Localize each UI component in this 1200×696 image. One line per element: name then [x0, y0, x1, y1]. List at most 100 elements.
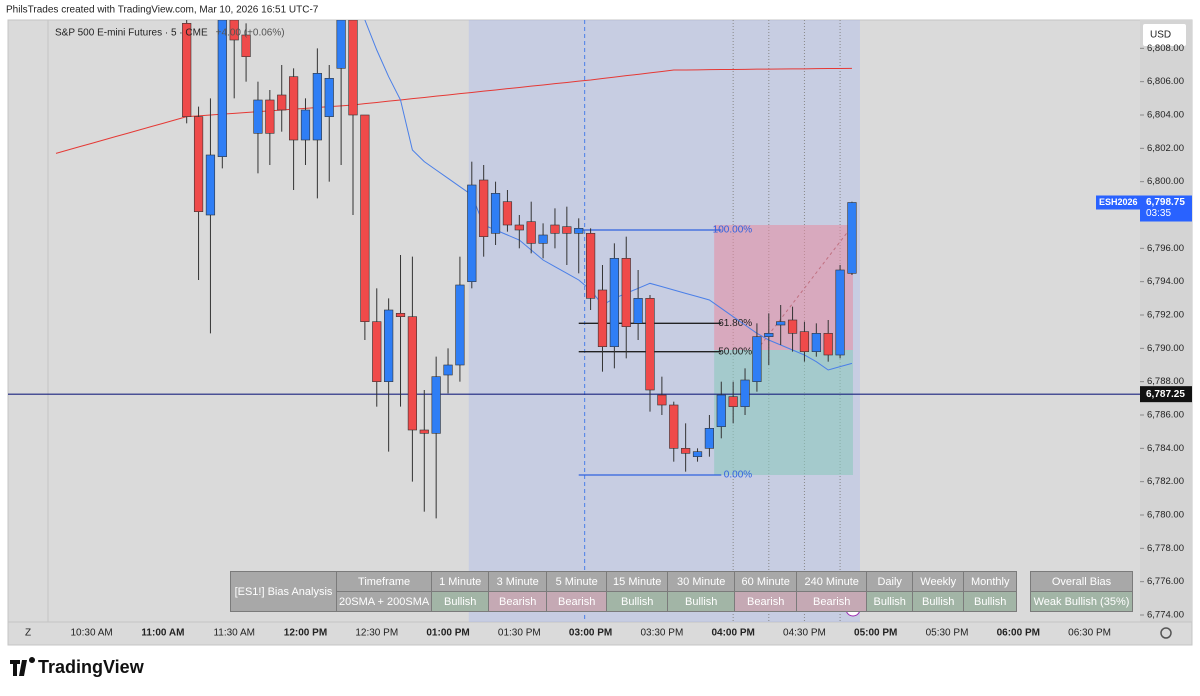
bias-header: 1 Minute: [431, 571, 490, 592]
bias-cell: Bullish: [431, 591, 490, 612]
candle-body: [514, 224, 524, 231]
candle-body: [585, 233, 596, 299]
bias-header: 60 Minute: [734, 571, 798, 592]
bias-header: 5 Minute: [546, 571, 608, 592]
candle-body: [479, 179, 489, 237]
legend-title: S&P 500 E-mini Futures · 5 · CME: [55, 28, 208, 39]
candle-body: [669, 404, 679, 449]
candle-body: [395, 313, 406, 317]
bias-title: [ES1!] Bias Analysis: [230, 571, 337, 612]
bias-row-label: 20SMA + 200SMA: [335, 591, 433, 612]
y-tick-label: 6,800.00: [1147, 176, 1184, 187]
y-tick-label: 6,792.00: [1147, 310, 1184, 321]
position-path: [756, 224, 854, 351]
overall-row: Overall Bias: [1030, 571, 1133, 592]
bias-table: [ES1!] Bias Analysis Timeframe 1 Minute 3 M…: [230, 571, 1018, 612]
x-tick-label: 06:30 PM: [1068, 628, 1111, 639]
candle-body: [704, 428, 714, 449]
y-tick-label: 6,804.00: [1147, 110, 1184, 121]
candle-body: [205, 154, 216, 216]
y-tick-label: 6,794.00: [1147, 276, 1184, 287]
candle-body: [728, 396, 738, 407]
x-tick-label: 01:30 PM: [498, 628, 541, 639]
overall-value: Weak Bullish (35%): [1030, 591, 1133, 612]
bias-header: Timeframe: [335, 571, 433, 592]
candle-body: [752, 336, 762, 382]
candle-body: [312, 73, 322, 141]
candle-body: [811, 333, 821, 352]
candle-body: [526, 221, 536, 244]
bias-header: Weekly: [912, 571, 965, 592]
candle-body: [443, 364, 453, 376]
symbol-box: [1096, 195, 1140, 210]
candle-body: [764, 333, 774, 337]
candle-body: [324, 78, 334, 117]
overall-title: Overall Bias: [1030, 571, 1133, 592]
candle-body: [241, 34, 251, 57]
y-tick-label: 6,806.00: [1147, 76, 1184, 87]
x-tick-label: 12:00 PM: [284, 628, 327, 639]
x-tick-label: 05:30 PM: [926, 628, 969, 639]
bias-cell: Bearish: [488, 591, 548, 612]
candle-body: [657, 394, 667, 406]
x-tick-label: 10:30 AM: [71, 628, 113, 639]
logo-icon: [10, 657, 35, 676]
plot: 100.00% 61.80% 50.00% 0.00%: [8, 20, 1140, 622]
candle-body: [419, 429, 429, 434]
overall-table: Overall Bias Weak Bullish (35%): [1030, 571, 1133, 612]
fib-label: 61.80%: [718, 318, 752, 329]
y-tick-label: 6,808.00: [1147, 43, 1184, 54]
logo: TradingView: [38, 657, 145, 677]
candle-body: [360, 114, 370, 322]
bias-cell: Bearish: [546, 591, 608, 612]
fib-label: 50.00%: [718, 346, 752, 357]
candle-body: [633, 298, 643, 324]
candle-body: [847, 202, 857, 274]
x-tick-label: 12:30 PM: [355, 628, 398, 639]
x-tick-label: 06:00 PM: [997, 628, 1040, 639]
bias-cell: Bullish: [866, 591, 914, 612]
candle-body: [253, 99, 263, 134]
bias-header: Monthly: [963, 571, 1018, 592]
candle-body: [407, 316, 418, 431]
candle-body: [372, 321, 382, 382]
timezone-button[interactable]: Z: [25, 628, 31, 639]
position-stop: [714, 350, 853, 475]
y-tick-label: 6,786.00: [1147, 410, 1184, 421]
candle-body: [217, 20, 227, 157]
y-tick-label: 6,788.00: [1147, 376, 1184, 387]
bias-header: Daily: [866, 571, 914, 592]
x-tick-label: 04:00 PM: [711, 628, 754, 639]
legend-change: +4.00 (+0.06%): [216, 28, 285, 39]
candle-body: [265, 99, 275, 134]
x-tick-label: 03:30 PM: [640, 628, 683, 639]
candle-body: [182, 23, 192, 117]
candle-body: [562, 226, 572, 234]
moving-average: [364, 20, 853, 371]
y-tick-label: 6,774.00: [1147, 610, 1184, 621]
candle-body: [621, 258, 631, 327]
candle-body: [716, 394, 726, 427]
bias-cell: Bearish: [734, 591, 798, 612]
bias-cell: Bullish: [912, 591, 965, 612]
candle-body: [229, 20, 239, 41]
x-tick-label: 04:30 PM: [783, 628, 826, 639]
candle-body: [550, 224, 560, 234]
y-tick-label: 6,784.00: [1147, 443, 1184, 454]
currency-box[interactable]: [1143, 24, 1186, 46]
symbol-label: ESH2026: [1099, 197, 1138, 207]
x-tick-label: 05:00 PM: [854, 628, 897, 639]
y-tick-label: 6,782.00: [1147, 476, 1184, 487]
bias-row: [ES1!] Bias Analysis Timeframe 1 Minute 3 M…: [230, 571, 1018, 612]
bias-header: 240 Minute: [796, 571, 868, 592]
last-price-label: 6,798.75: [1146, 197, 1185, 208]
price-axis: [1140, 20, 1192, 622]
currency[interactable]: USD: [1150, 30, 1171, 41]
candle-body: [574, 228, 584, 234]
candle-body: [502, 201, 513, 226]
bias-cell: Bullish: [667, 591, 736, 612]
countdown: 03:35: [1146, 208, 1171, 219]
settings-icon[interactable]: [1160, 627, 1172, 639]
